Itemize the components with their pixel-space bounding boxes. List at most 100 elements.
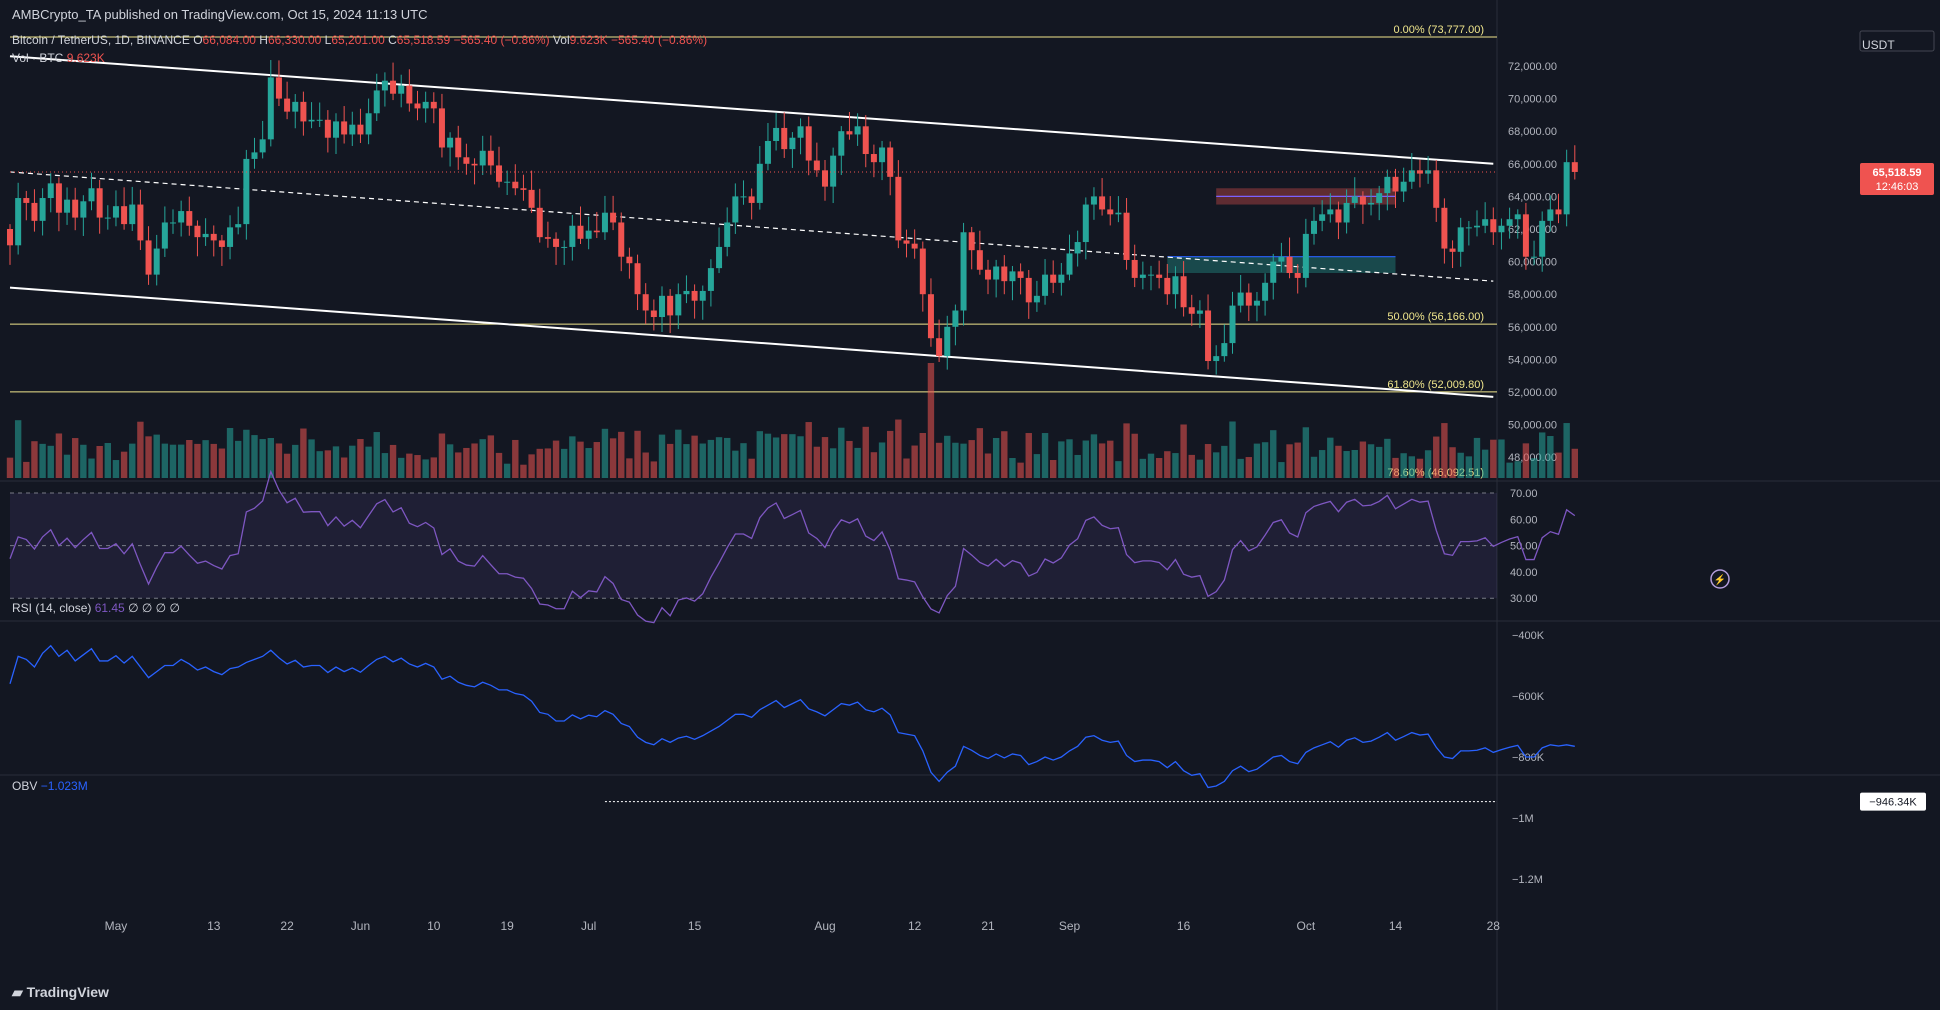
volume-bar[interactable] bbox=[503, 463, 511, 478]
channel-mid-line[interactable] bbox=[9, 171, 1494, 282]
candle-body[interactable] bbox=[520, 188, 527, 190]
candle-body[interactable] bbox=[1221, 343, 1228, 357]
candle-body[interactable] bbox=[381, 80, 388, 91]
candle-body[interactable] bbox=[414, 103, 421, 109]
volume-bar[interactable] bbox=[846, 440, 853, 478]
volume-bar[interactable] bbox=[675, 429, 682, 478]
candle-body[interactable] bbox=[23, 198, 30, 203]
volume-bar[interactable] bbox=[1213, 452, 1220, 478]
volume-bar[interactable] bbox=[895, 419, 902, 478]
volume-bar[interactable] bbox=[569, 436, 576, 478]
volume-legend-label[interactable]: Vol · BTC bbox=[12, 51, 64, 65]
volume-bar[interactable] bbox=[683, 444, 690, 478]
candle-body[interactable] bbox=[732, 196, 739, 223]
candle-body[interactable] bbox=[675, 294, 682, 316]
candle-body[interactable] bbox=[724, 222, 731, 247]
volume-bar[interactable] bbox=[1384, 438, 1391, 478]
volume-bar[interactable] bbox=[1302, 427, 1310, 478]
volume-bar[interactable] bbox=[1050, 459, 1057, 478]
candle-body[interactable] bbox=[927, 294, 934, 339]
candle-body[interactable] bbox=[1001, 266, 1008, 282]
channel-lower-line[interactable] bbox=[9, 286, 1494, 398]
candle-body[interactable] bbox=[1148, 274, 1154, 276]
candle-body[interactable] bbox=[153, 248, 160, 275]
volume-bar[interactable] bbox=[1107, 440, 1114, 478]
volume-bar[interactable] bbox=[169, 444, 177, 478]
volume-bar[interactable] bbox=[854, 447, 861, 478]
candle-body[interactable] bbox=[577, 225, 584, 239]
volume-bar[interactable] bbox=[1335, 445, 1342, 478]
volume-bar[interactable] bbox=[691, 435, 698, 478]
candle-body[interactable] bbox=[1311, 220, 1317, 234]
volume-bar[interactable] bbox=[748, 458, 755, 478]
candle-body[interactable] bbox=[1343, 202, 1350, 223]
volume-bar[interactable] bbox=[14, 420, 22, 478]
candle-body[interactable] bbox=[186, 211, 193, 226]
candle-body[interactable] bbox=[1441, 207, 1448, 249]
volume-bar[interactable] bbox=[805, 422, 812, 478]
volume-bar[interactable] bbox=[1090, 434, 1098, 478]
volume-bar[interactable] bbox=[1098, 443, 1106, 478]
candle-body[interactable] bbox=[1156, 274, 1163, 278]
candle-body[interactable] bbox=[1139, 274, 1146, 278]
candle-body[interactable] bbox=[47, 183, 54, 199]
volume-bar[interactable] bbox=[1123, 423, 1130, 478]
candle-body[interactable] bbox=[813, 160, 820, 171]
candle-body[interactable] bbox=[1099, 196, 1106, 210]
volume-bar[interactable] bbox=[732, 450, 739, 478]
volume-bar[interactable] bbox=[23, 461, 30, 478]
candle-body[interactable] bbox=[846, 131, 853, 135]
volume-bar[interactable] bbox=[202, 440, 209, 478]
candle-body[interactable] bbox=[1449, 248, 1456, 252]
volume-bar[interactable] bbox=[699, 443, 706, 478]
volume-bar[interactable] bbox=[536, 448, 543, 478]
candle-body[interactable] bbox=[96, 188, 103, 218]
candle-body[interactable] bbox=[569, 225, 576, 247]
volume-bar[interactable] bbox=[1172, 453, 1179, 478]
candle-body[interactable] bbox=[284, 98, 291, 112]
volume-bar[interactable] bbox=[715, 437, 723, 478]
candle-body[interactable] bbox=[1490, 219, 1497, 233]
candle-body[interactable] bbox=[1213, 356, 1220, 362]
volume-bar[interactable] bbox=[1433, 436, 1440, 478]
volume-bar[interactable] bbox=[487, 435, 495, 478]
volume-bar[interactable] bbox=[479, 439, 486, 478]
candle-body[interactable] bbox=[267, 77, 274, 140]
volume-bar[interactable] bbox=[340, 457, 348, 478]
volume-bar[interactable] bbox=[446, 444, 454, 478]
candle-body[interactable] bbox=[691, 290, 698, 301]
volume-bar[interactable] bbox=[398, 457, 405, 478]
candle-body[interactable] bbox=[699, 290, 706, 301]
lightning-icon[interactable] bbox=[1710, 569, 1730, 589]
volume-bar[interactable] bbox=[797, 436, 804, 478]
candle-body[interactable] bbox=[1351, 196, 1358, 203]
candle-body[interactable] bbox=[1278, 256, 1285, 262]
volume-bar[interactable] bbox=[829, 448, 837, 478]
volume-bar[interactable] bbox=[88, 458, 95, 478]
volume-bar[interactable] bbox=[544, 448, 552, 478]
volume-bar[interactable] bbox=[39, 443, 46, 478]
candle-body[interactable] bbox=[1262, 282, 1269, 301]
volume-bar[interactable] bbox=[365, 446, 372, 478]
volume-bar[interactable] bbox=[1139, 458, 1147, 478]
candle-body[interactable] bbox=[944, 326, 951, 357]
candle-body[interactable] bbox=[781, 127, 788, 150]
volume-bar[interactable] bbox=[80, 444, 87, 478]
volume-bar[interactable] bbox=[292, 444, 299, 478]
candle-body[interactable] bbox=[129, 204, 136, 225]
volume-bar[interactable] bbox=[1115, 461, 1122, 478]
volume-bar[interactable] bbox=[72, 438, 79, 478]
volume-bar[interactable] bbox=[47, 445, 54, 478]
candle-body[interactable] bbox=[1474, 225, 1480, 228]
volume-bar[interactable] bbox=[1327, 437, 1334, 478]
volume-bar[interactable] bbox=[283, 453, 291, 478]
volume-bar[interactable] bbox=[381, 453, 389, 478]
volume-bar[interactable] bbox=[112, 460, 120, 478]
candle-body[interactable] bbox=[227, 227, 234, 247]
candle-body[interactable] bbox=[316, 119, 323, 121]
volume-bar[interactable] bbox=[455, 452, 462, 478]
candle-body[interactable] bbox=[1571, 162, 1578, 172]
volume-bar[interactable] bbox=[1457, 452, 1464, 478]
volume-bar[interactable] bbox=[1066, 439, 1073, 478]
candle-body[interactable] bbox=[31, 202, 38, 221]
